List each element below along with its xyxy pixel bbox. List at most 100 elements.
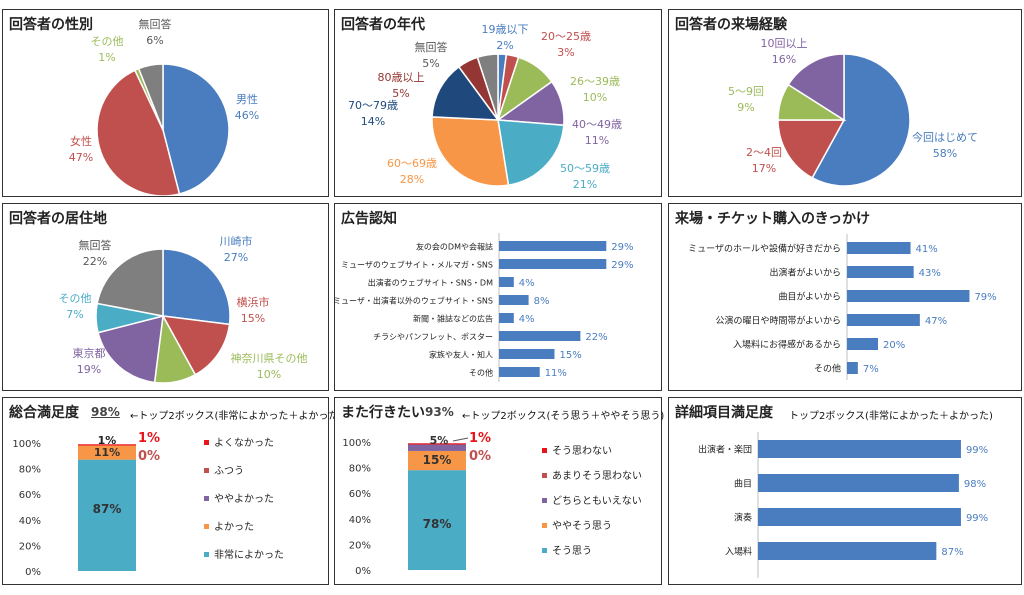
- slice-label: 女性: [70, 134, 92, 148]
- legend-label: あまりそう思わない: [552, 470, 642, 482]
- slice-label: 無回答: [79, 238, 112, 252]
- legend-label: 非常によかった: [214, 548, 284, 561]
- slice-label: 川崎市: [220, 234, 253, 248]
- legend-label: ややそう思う: [552, 520, 612, 532]
- slice-value-label: 17%: [752, 162, 776, 175]
- slice-value-label: 16%: [772, 53, 796, 66]
- slice-value-label: 3%: [557, 46, 574, 59]
- slice-label: その他: [59, 292, 92, 305]
- segment-label: 0%: [469, 449, 491, 464]
- bar: [499, 313, 514, 323]
- stack-segment: [78, 444, 136, 446]
- pie-slice: [96, 248, 164, 317]
- y-tick-label: 60%: [349, 489, 371, 500]
- pie-slice: [431, 65, 500, 121]
- pie-slice: [787, 53, 845, 122]
- bar: [847, 338, 878, 350]
- bar: [847, 290, 970, 302]
- slice-value-label: 9%: [737, 101, 754, 114]
- bar-value-label: 87%: [941, 547, 963, 558]
- legend-swatch: [542, 523, 547, 528]
- bar-value-label: 4%: [519, 278, 535, 289]
- legend-swatch: [542, 448, 547, 453]
- panel-ad: 広告認知 友の会のDMや会報誌 29% ミューザのウェブサイト・メルマガ・SNS 29…: [334, 203, 662, 391]
- panel-again: また行きたい 93% ←トップ2ボックス(そう思う＋ややそう思う) 0% 20% 4…: [334, 397, 665, 585]
- bar: [758, 440, 961, 458]
- segment-label: 1%: [469, 431, 491, 446]
- y-tick-label: 100%: [342, 438, 371, 449]
- category-label: 曲目: [734, 479, 752, 490]
- stack-segment: [78, 445, 136, 460]
- pie-slice: [777, 119, 846, 179]
- y-tick-label: 60%: [19, 490, 41, 501]
- bar: [499, 259, 607, 269]
- panel-trigger: 来場・チケット購入のきっかけ ミューザのホールや設備が好きだから 41% 出演者がよ…: [668, 203, 1022, 391]
- category-label: チラシやパンフレット、ポスター: [373, 333, 493, 342]
- top2-note: ←トップ2ボックス(非常によかった＋よかった): [130, 411, 343, 422]
- y-tick-label: 20%: [349, 540, 371, 551]
- segment-label: 0%: [138, 449, 160, 464]
- bar: [758, 542, 937, 560]
- panel-title: 回答者の性別: [9, 17, 93, 33]
- top2-value: 93%: [425, 405, 454, 419]
- slice-label: 5～9回: [728, 85, 764, 98]
- category-label: 入場料: [725, 546, 752, 558]
- visits-pie-chart: 今回はじめて 58% 2～4回 17% 5～9回 9% 10回以上 16%: [728, 37, 978, 187]
- bar-value-label: 20%: [883, 340, 905, 351]
- legend-label: ふつう: [214, 465, 244, 477]
- legend-label: よかった: [214, 521, 254, 533]
- legend-swatch: [542, 473, 547, 478]
- bar: [847, 242, 911, 254]
- legend-swatch: [204, 468, 209, 473]
- bar-value-label: 8%: [534, 296, 550, 307]
- slice-label: 60～69歳: [387, 157, 437, 170]
- category-label: 公演の曜日や時間帯がよいから: [715, 315, 841, 327]
- y-tick-label: 100%: [12, 439, 41, 450]
- slice-label: 19歳以下: [482, 23, 529, 36]
- slice-value-label: 28%: [400, 173, 424, 186]
- ad-bar-chart: 友の会のDMや会報誌 29% ミューザのウェブサイト・メルマガ・SNS 29% 出演者の…: [335, 233, 634, 382]
- stack-segment: [408, 443, 466, 445]
- overall-stacked-bar-chart: 0%20%40%60%80%100%87%11%1% 1%0%よくなかったふつうや…: [12, 431, 284, 578]
- panel-age: 回答者の年代 19歳以下 2% 20～25歳 3% 26～39歳 10% 40～49歳 11%…: [334, 9, 662, 197]
- legend-swatch: [204, 524, 209, 529]
- gender-pie-chart: 男性 46% 女性 47% その他 1% 無回答 6%: [69, 17, 259, 196]
- pie-slice: [162, 248, 231, 326]
- bar: [499, 241, 607, 251]
- bar-value-label: 98%: [964, 479, 986, 490]
- category-label: ミューザのウェブサイト・メルマガ・SNS: [341, 260, 493, 270]
- segment-label: 15%: [423, 453, 452, 467]
- slice-value-label: 22%: [83, 255, 107, 268]
- panel-title: 総合満足度: [9, 405, 79, 421]
- legend-label: そう思わない: [552, 445, 612, 457]
- top2-note: ←トップ2ボックス(そう思う＋ややそう思う): [462, 411, 665, 422]
- stack-segment: [408, 450, 466, 471]
- panel-title: 詳細項目満足度: [675, 405, 773, 421]
- slice-label: 2～4回: [746, 146, 782, 159]
- slice-label: 男性: [236, 92, 258, 106]
- y-tick-label: 40%: [349, 515, 371, 526]
- segment-label: 5%: [430, 434, 449, 447]
- category-label: 入場料にお得感があるから: [733, 339, 841, 351]
- legend-swatch: [204, 552, 209, 557]
- stack-segment: [78, 459, 136, 571]
- leader-line: [452, 437, 469, 442]
- bar: [847, 266, 914, 278]
- panel-title: 回答者の来場経験: [675, 17, 787, 33]
- category-label: 友の会のDMや会報誌: [416, 242, 493, 252]
- detail-bar-chart: 出演者・楽団 99% 曲目 98% 演奏 99% 入場料 87%: [698, 432, 988, 578]
- legend-label: そう思う: [552, 545, 592, 557]
- panel-visits: 回答者の来場経験 今回はじめて 58% 2～4回 17% 5～9回 9% 10回以上 16%: [668, 9, 1022, 197]
- slice-value-label: 14%: [361, 115, 385, 128]
- slice-value-label: 47%: [69, 151, 93, 164]
- stack-segment: [408, 470, 466, 570]
- pie-slice: [96, 69, 181, 196]
- trigger-bar-chart: ミューザのホールや設備が好きだから 41% 出演者がよいから 43% 曲目がよいから 79…: [688, 234, 997, 380]
- bar-value-label: 43%: [919, 268, 941, 279]
- bar-value-label: 29%: [611, 260, 633, 271]
- panel-title: 来場・チケット購入のきっかけ: [675, 211, 871, 227]
- y-tick-label: 80%: [19, 465, 41, 476]
- y-tick-label: 20%: [19, 541, 41, 552]
- bar-value-label: 47%: [925, 316, 947, 327]
- slice-label: 今回はじめて: [912, 130, 978, 144]
